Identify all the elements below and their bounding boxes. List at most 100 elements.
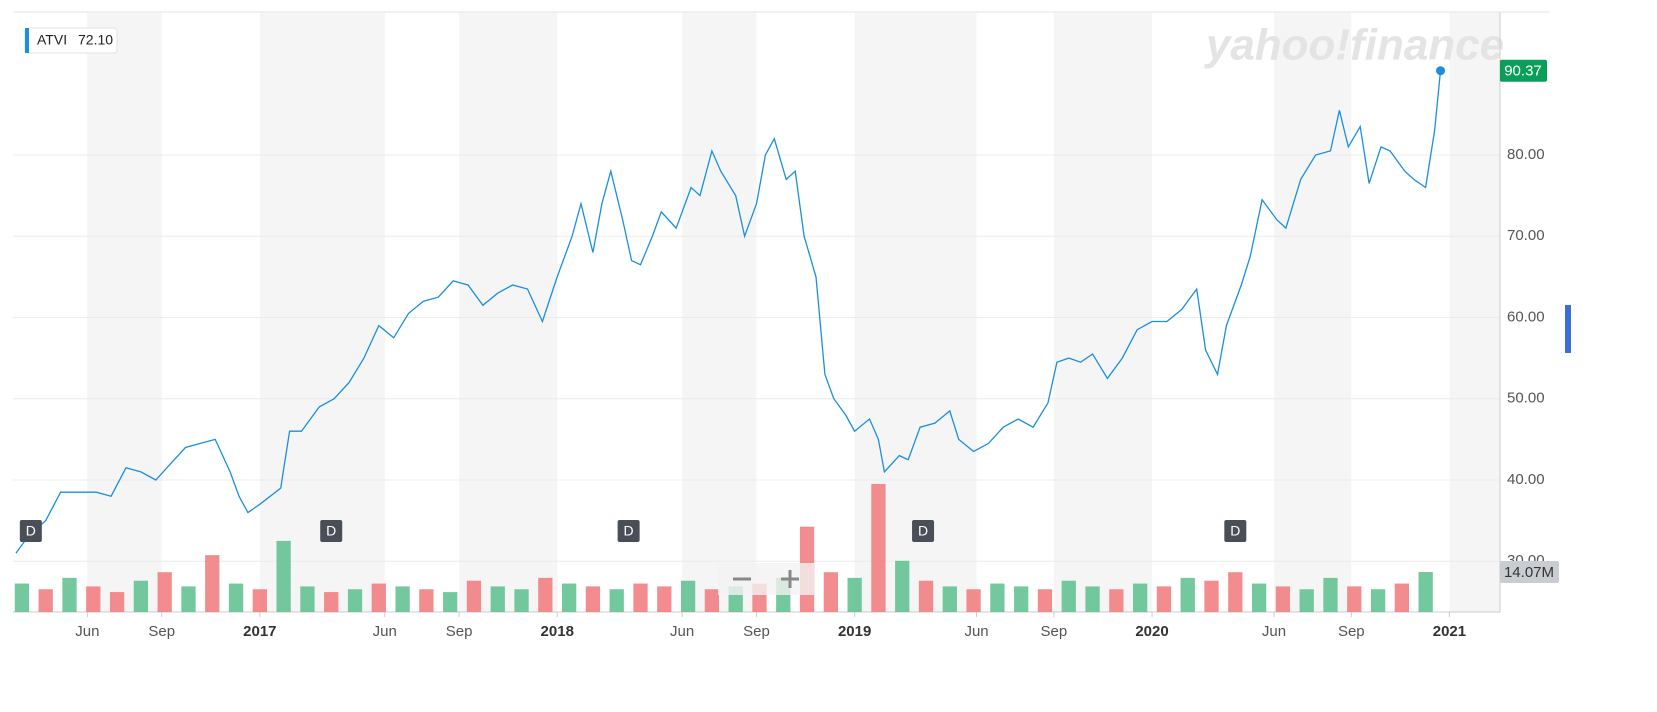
x-tick-label: Jun [373,623,397,640]
legend: ATVI 72.10 [24,27,118,54]
volume-bar [490,586,505,612]
x-tick-label: Jun [964,623,988,640]
volume-bar [562,583,577,612]
x-tick-label: 2017 [243,623,276,640]
y-tick-label: 40.00 [1507,471,1545,488]
volume-bar [1085,586,1100,612]
bands [87,12,1500,612]
x-tick-label: Sep [743,623,770,640]
event-marker [912,520,935,542]
volume-bar [1180,577,1195,612]
volume-bar [62,577,77,612]
volume-bar [133,580,149,612]
legend-swatch [25,28,29,53]
volume-bar [1251,583,1267,612]
y-tick-label: 60.00 [1507,308,1545,325]
volume-tag [1500,560,1559,583]
volume-bar [1133,583,1148,612]
volume-bar [1204,580,1219,612]
volume-bar [966,589,981,612]
legend-value: 72.10 [78,32,113,48]
band [459,12,558,612]
event-marker [19,520,42,542]
event-label: D [1230,523,1240,539]
volume-bar [680,580,696,612]
volume-bar [1299,589,1314,612]
volume-bar [252,589,267,612]
volume-bar [443,592,458,612]
volume-bar [871,484,886,612]
band [682,12,757,612]
x-tick-label: Sep [446,623,473,640]
price-tag-label: 90.37 [1504,63,1542,80]
volume-bar [538,577,553,612]
volume-bar [419,589,434,612]
x-tick-label: Sep [1041,623,1068,640]
volume-bar [205,555,220,612]
legend-name: ATVI [37,32,67,48]
event-marker [617,520,640,542]
event-label: D [326,523,336,539]
x-tick-label: Jun [670,623,694,640]
volume-bar [1275,586,1291,612]
y-tick-label: 50.00 [1507,390,1545,407]
volume-bar [609,589,624,612]
volume-bar [990,583,1005,612]
price-tag [1500,59,1547,82]
band [1273,12,1352,612]
volume-bar [1418,571,1433,612]
x-tick-label: Jun [1262,623,1286,640]
volume-bar [823,572,838,612]
volume-bar [585,586,601,612]
volume-bar [300,586,315,612]
volume-bar [1061,580,1076,612]
band [1053,12,1153,612]
band [87,12,162,612]
volume-bar [1370,589,1386,612]
x-tick-label: Jun [75,623,99,640]
volume-bar [109,592,125,612]
volume-bar [86,586,101,612]
x-tick-label: 2018 [541,623,574,640]
volume-bar [514,589,529,612]
volume-bar [704,589,720,612]
volume-bar [1156,586,1172,612]
event-label: D [26,523,36,539]
x-tick-label: Sep [1338,623,1365,640]
band [259,12,385,612]
last-point [1436,66,1446,76]
volume-bar [942,586,957,612]
volume-bar [1347,586,1362,612]
event-label: D [918,523,928,539]
x-tick-label: 2019 [838,623,871,640]
event-marker [1224,520,1247,542]
volume-bar [14,583,30,612]
volume-bar [276,540,291,612]
volume-bar [1228,572,1243,612]
y-tick-label: 80.00 [1507,146,1545,163]
x-tick-label: 2020 [1135,623,1168,640]
zoom-controls [718,563,814,595]
x-tick-label: 2021 [1433,623,1466,640]
volume-bar [657,586,672,612]
price-line [15,70,1442,554]
band [1449,12,1500,612]
side-handle[interactable] [1565,305,1571,353]
volume-bar [466,580,482,612]
volume-bar [895,560,910,612]
volume-bar [347,589,363,612]
volume-bar [1394,583,1409,612]
volume-bar [633,583,648,612]
volume-bar [1014,586,1029,612]
event-label: D [624,523,634,539]
volume-bar [1037,589,1053,612]
volume-bar [38,589,53,612]
volume-bar [1109,589,1124,612]
x-tick-label: Sep [148,623,175,640]
volume-bar [1323,577,1338,612]
watermark: yahoo!finance [1204,21,1504,70]
volume-bar [918,580,934,612]
volume-bar [181,586,196,612]
volume-bar [395,586,410,612]
